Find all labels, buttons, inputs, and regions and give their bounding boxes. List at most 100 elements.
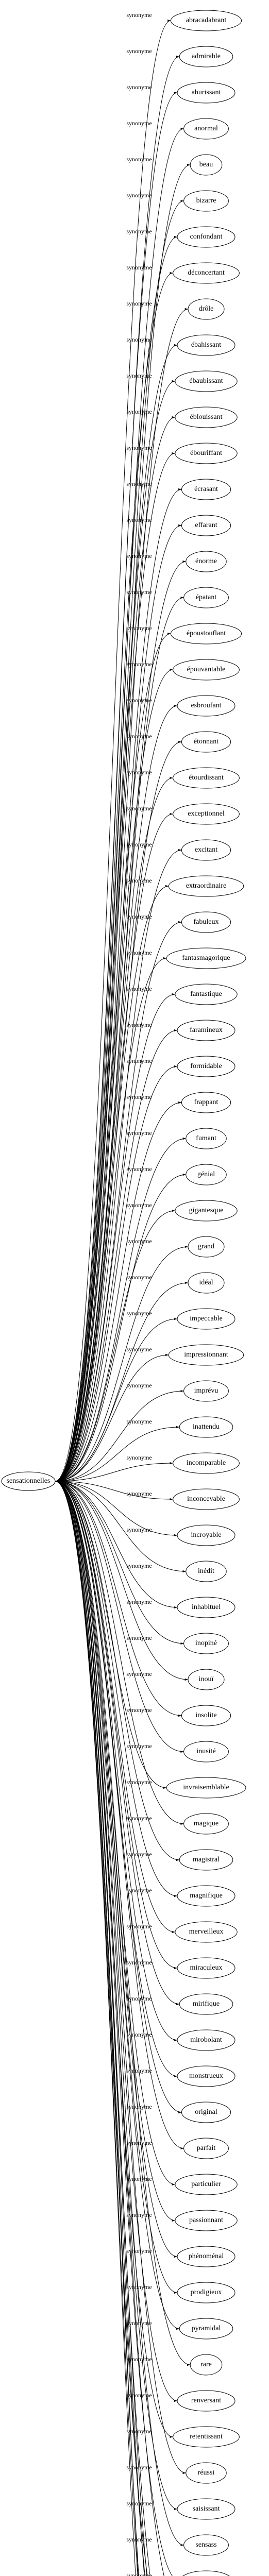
child-node-label: impeccable (190, 1315, 223, 1323)
child-node-label: particulier (191, 2180, 221, 2188)
edge-label: synonyme (126, 805, 152, 812)
edge-label: synonyme (126, 1887, 152, 1894)
child-node-label: fantastique (190, 990, 222, 998)
child-node-label: inhabituel (192, 1603, 221, 1611)
edge-label: synonyme (126, 83, 152, 91)
edge-label: synonyme (126, 2283, 152, 2291)
edge (55, 1481, 177, 2401)
edge-label: synonyme (126, 1346, 152, 1353)
edge-label: synonyme (126, 1490, 152, 1497)
child-node-label: grand (198, 1243, 214, 1250)
edge-label: synonyme (126, 588, 152, 596)
tree-diagram: synonyme synonyme synonyme synonyme synonyme… (0, 0, 269, 2576)
child-node-label: anormal (194, 125, 218, 132)
child-node-label: pyramidal (192, 2325, 221, 2332)
child-node-label: bizarre (196, 197, 216, 205)
child-node-label: fantasmagorique (182, 954, 230, 962)
child-node-label: frappant (194, 1098, 218, 1106)
edge (55, 850, 181, 1481)
edge-label: synonyme (126, 444, 152, 451)
child-node-label: drôle (199, 305, 214, 313)
edge-label: synonyme (126, 1165, 152, 1173)
child-node-label: admirable (192, 53, 221, 60)
child-node-label: génial (197, 1171, 215, 1178)
child-node-label: magique (194, 1820, 218, 1827)
edge-label: synonyme (126, 300, 152, 307)
edge-label: synonyme (126, 2572, 152, 2576)
child-node-label: mirifique (193, 2000, 220, 2008)
edge-label: synonyme (126, 1238, 152, 1245)
edge-label: synonyme (126, 372, 152, 379)
edge (55, 742, 181, 1481)
edge-label: synonyme (126, 408, 152, 415)
edge-label: synonyme (126, 336, 152, 343)
edge (55, 1481, 179, 2576)
edge (55, 1481, 184, 2576)
child-node-label: abracadabrant (186, 16, 227, 24)
child-node-label: magistral (193, 1856, 220, 1863)
child-node-label: déconcertant (188, 269, 225, 277)
child-node-label: fumant (196, 1134, 216, 1142)
child-node-label: original (195, 2108, 217, 2116)
child-node-label: renversant (191, 2397, 221, 2404)
edge-label: synonyme (126, 1562, 152, 1569)
edge-label: synonyme (126, 1201, 152, 1209)
child-node-label: prodigieux (191, 2289, 222, 2296)
child-node-label: inattendu (193, 1423, 220, 1431)
edge-label: synonyme (126, 697, 152, 704)
child-node-label: époustouflant (187, 630, 226, 637)
child-node-label: éblouissant (190, 413, 223, 421)
edge (55, 1247, 188, 1481)
child-node-label: épatant (196, 594, 217, 601)
child-node-label: magnifique (190, 1892, 223, 1900)
edge (55, 1481, 177, 1896)
edge-label: synonyme (126, 1598, 152, 1605)
edge-label: synonyme (126, 1670, 152, 1677)
edge-label: synonyme (126, 516, 152, 523)
edge-label: synonyme (126, 156, 152, 163)
child-node-label: miraculeux (190, 1964, 223, 1972)
edge-label: synonyme (126, 264, 152, 271)
edge (55, 1481, 177, 2576)
child-node-label: écrasant (194, 485, 218, 493)
edge-label: synonyme (126, 1454, 152, 1461)
edge (55, 129, 184, 1481)
child-node-label: beau (199, 161, 213, 168)
edge-label: synonyme (126, 1021, 152, 1028)
edge (55, 453, 175, 1481)
edge-label: synonyme (126, 1310, 152, 1317)
edge (55, 994, 175, 1481)
child-node-label: inopiné (195, 1639, 217, 1647)
edge (55, 381, 175, 1481)
child-node-label: inouï (199, 1675, 214, 1683)
edge-label: synonyme (126, 624, 152, 632)
child-node-label: faramineux (190, 1026, 223, 1034)
child-node-label: mirobolant (190, 2036, 222, 2044)
edge (55, 1481, 179, 1860)
edge-label: synonyme (126, 1959, 152, 1966)
edge (55, 21, 171, 1481)
edge-label: synonyme (126, 1526, 152, 1533)
child-node-label: inédit (198, 1567, 214, 1575)
edge (55, 706, 177, 1481)
edge (55, 273, 173, 1481)
child-node-label: phénoménal (189, 2252, 224, 2260)
root-node-label: sensationnelles (7, 1477, 51, 1485)
edge-label: synonyme (126, 1057, 152, 1064)
child-node-label: étourdissant (189, 774, 224, 782)
child-node-label: fabuleux (194, 918, 219, 926)
edge-label: synonyme (126, 1418, 152, 1425)
edge (55, 1481, 184, 1643)
edge-label: synonyme (126, 1129, 152, 1137)
edge (55, 417, 175, 1481)
child-node-label: ébaubissant (189, 377, 223, 385)
edge-label: synonyme (126, 228, 152, 235)
child-node-label: saisissant (193, 2505, 220, 2513)
child-node-label: passionnant (189, 2216, 223, 2224)
edge (55, 1481, 186, 2473)
child-node-label: énorme (195, 557, 217, 565)
child-node-label: incroyable (191, 1531, 221, 1539)
edge-label: synonyme (126, 2536, 152, 2543)
edge-label: synonyme (126, 192, 152, 199)
edge-label: synonyme (126, 913, 152, 920)
